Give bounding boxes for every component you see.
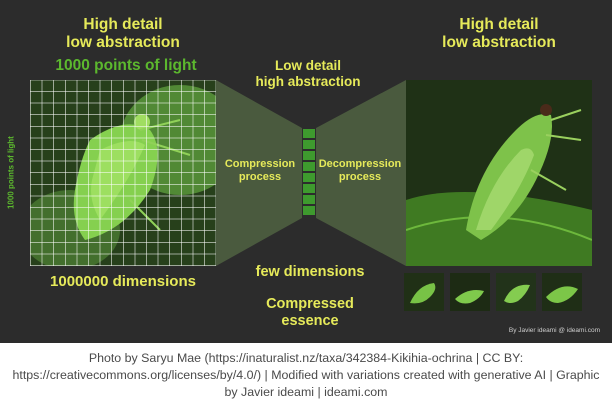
cicada-variation-thumbnail-icon (542, 273, 582, 311)
caption-line-2: https://creativecommons.org/licenses/by/… (12, 368, 600, 382)
reconstructed-cicada-photo (406, 80, 592, 266)
right-title: High detail low abstraction (442, 16, 556, 51)
decompression-label: Decompression process (318, 158, 402, 183)
gridded-cicada-photo (30, 80, 216, 266)
caption-line-3: by Javier ideami | ideami.com (224, 385, 388, 399)
cicada-variation-thumbnail-icon (496, 273, 536, 311)
bottleneck-cells (303, 129, 315, 215)
left-dimensions-label: 1000000 dimensions (50, 273, 196, 290)
photo-caption: Photo by Saryu Mae (https://inaturalist.… (0, 343, 612, 408)
center-title: Low detail high abstraction (255, 58, 361, 89)
few-dimensions-label: few dimensions (255, 264, 365, 280)
variation-thumbnail-1 (404, 273, 444, 311)
variation-thumbnail-2 (450, 273, 490, 311)
cicada-variation-thumbnail-icon (404, 273, 444, 311)
diagram-panel: High detail low abstraction High detail … (0, 0, 612, 343)
credit-text: By Javier ideami @ ideami.com (508, 327, 600, 334)
points-of-light-label: 1000 points of light (55, 57, 197, 74)
variation-thumbnail-4 (542, 273, 582, 311)
compressed-essence-label: Compressed essence (266, 296, 354, 329)
compression-funnel (216, 80, 406, 266)
caption-line-1: Photo by Saryu Mae (https://inaturalist.… (88, 351, 524, 365)
compression-label: Compression process (224, 158, 296, 183)
cicada-photo-reconstructed-icon (406, 80, 592, 266)
cicada-variation-thumbnail-icon (450, 273, 490, 311)
variation-thumbnail-3 (496, 273, 536, 311)
left-title: High detail low abstraction (66, 16, 180, 51)
cicada-photo-gridded-icon (30, 85, 216, 266)
